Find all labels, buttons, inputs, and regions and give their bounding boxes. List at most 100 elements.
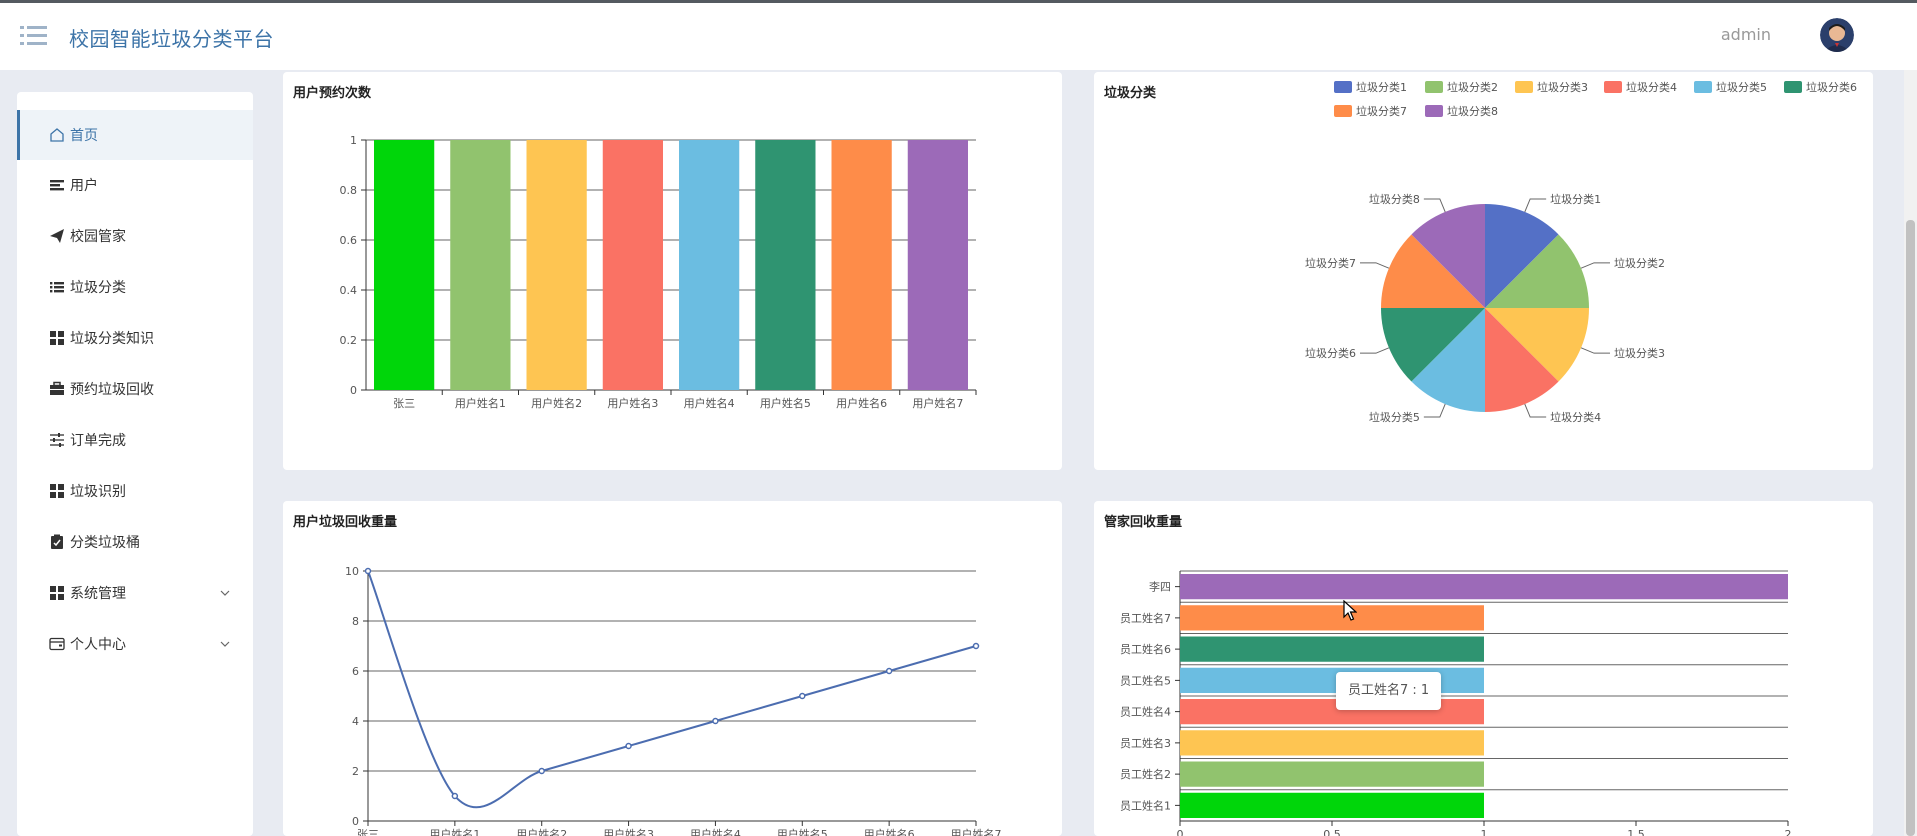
sidebar-item-label: 预约垃圾回收 [70, 382, 154, 398]
y-tick-label: 0 [350, 384, 357, 397]
x-tick-label: 用户姓名5 [777, 827, 828, 836]
sidebar-item-recycling-reservation[interactable]: 预约垃圾回收 [17, 364, 253, 414]
x-tick-label: 用户姓名3 [607, 396, 658, 410]
send-icon [50, 229, 64, 243]
pie-label-line [1423, 198, 1446, 213]
pie-label-line [1423, 403, 1446, 418]
legend-label: 垃圾分类2 [1447, 80, 1498, 94]
chart-title: 管家回收重量 [1104, 515, 1183, 530]
y-tick-label: 4 [352, 715, 359, 728]
sidebar-item-system-management[interactable]: 系统管理 [17, 568, 253, 618]
sidebar-item-label: 系统管理 [70, 586, 126, 602]
sidebar-item-campus-butler[interactable]: 校园管家 [17, 211, 253, 261]
y-tick-label: 员工姓名7 [1120, 611, 1171, 625]
x-tick-label: 1 [1481, 828, 1488, 836]
user-weight-line-chart: 0 2 4 6 8 10 张三 用户姓名1 用户姓名2 用户姓名3 用户姓名4 用户姓名5 用户姓名6 用… [345, 565, 1002, 836]
y-tick-label: 员工姓名1 [1120, 798, 1171, 812]
y-tick-label: 员工姓名2 [1120, 767, 1171, 781]
pie-label-line [1359, 262, 1390, 269]
x-tick-label: 用户姓名7 [951, 827, 1002, 836]
pie-label: 垃圾分类3 [1614, 346, 1665, 360]
menu-toggle-icon[interactable] [20, 24, 48, 48]
sidebar-item-garbage-knowledge[interactable]: 垃圾分类知识 [17, 313, 253, 363]
chart-title: 用户垃圾回收重量 [293, 515, 398, 530]
reservations-bar-chart: 0 0.2 0.4 0.6 0.8 1 张三 用户姓名1 用户姓名2 用户姓名3 用户姓名4 用户姓名… [340, 134, 977, 410]
bar [755, 140, 816, 390]
data-point [451, 792, 459, 800]
x-tick-label: 张三 [393, 397, 415, 410]
y-tick-label: 0.8 [340, 184, 358, 197]
sidebar-item-garbage-recognition[interactable]: 垃圾识别 [17, 466, 253, 516]
chart-tooltip: 员工姓名7 : 1 [1336, 672, 1442, 710]
sidebar-item-home[interactable]: 首页 [17, 110, 253, 160]
legend-swatch [1515, 81, 1533, 93]
legend-swatch [1425, 81, 1443, 93]
scrollbar-thumb[interactable] [1906, 220, 1915, 836]
sidebar-item-sorting-bins[interactable]: 分类垃圾桶 [17, 517, 253, 567]
pie-label-line [1524, 403, 1547, 418]
bar [602, 140, 663, 390]
data-point [712, 717, 719, 725]
bar [831, 140, 892, 390]
pie-slice [1485, 308, 1559, 412]
pie-label-line [1524, 198, 1547, 213]
sidebar-item-personal-center[interactable]: 个人中心 [17, 619, 253, 669]
x-tick-label: 用户姓名2 [516, 827, 567, 836]
home-icon [50, 128, 64, 142]
pie-label: 垃圾分类5 [1369, 410, 1420, 424]
chart-title: 垃圾分类 [1104, 86, 1157, 101]
data-point [538, 767, 545, 775]
username[interactable]: admin [1720, 25, 1771, 44]
y-tick-label: 6 [352, 665, 359, 678]
avatar[interactable] [1820, 18, 1854, 52]
sidebar-item-label: 垃圾识别 [70, 484, 126, 500]
sidebar-item-users[interactable]: 用户 [17, 160, 253, 210]
legend-swatch [1604, 81, 1622, 93]
sidebar: 首页 用户 校园管家 垃圾分类 垃圾分类知识 预约垃圾回收 订单完成 垃圾识别 … [17, 92, 253, 836]
sidebar-item-label: 垃圾分类 [70, 280, 126, 296]
pie-label: 垃圾分类4 [1550, 410, 1601, 424]
pie-label: 垃圾分类7 [1305, 256, 1356, 270]
bar [1180, 636, 1484, 662]
sidebar-item-label: 订单完成 [70, 433, 126, 449]
legend-swatch [1425, 105, 1443, 117]
legend-label: 垃圾分类5 [1716, 80, 1767, 94]
card-user-recycle-weight: 用户垃圾回收重量 0 2 4 6 8 10 张三 用户姓名1 用户姓名2 用户姓名3 用户姓名4 用户… [283, 501, 1062, 836]
x-tick-label: 2 [1785, 828, 1792, 836]
data-point [972, 642, 980, 650]
bar [374, 140, 435, 390]
pie-label-line [1359, 347, 1390, 354]
bar [1180, 605, 1484, 631]
window-top-border [0, 0, 1917, 3]
sidebar-item-garbage-category[interactable]: 垃圾分类 [17, 262, 253, 312]
legend-swatch [1334, 81, 1352, 93]
y-tick-label: 员工姓名6 [1120, 642, 1171, 656]
pie-label: 垃圾分类8 [1369, 192, 1420, 206]
legend-label: 垃圾分类3 [1537, 80, 1588, 94]
card-garbage-categories: 垃圾分类 垃圾分类1 垃圾分类2 垃圾分类3 垃圾分类4 垃圾分类5 垃圾分类6 垃圾分类7… [1094, 72, 1873, 470]
bar [907, 140, 968, 390]
legend-swatch [1334, 105, 1352, 117]
x-tick-label: 1.5 [1627, 828, 1645, 836]
wallet-icon [49, 637, 65, 651]
card-user-reservations: 用户预约次数 0 0.2 0.4 0.6 0.8 1 张三 用户姓名1 用户姓名2 用户姓名3 用户… [283, 72, 1062, 470]
pie-label: 垃圾分类1 [1550, 192, 1601, 206]
pie-slice [1485, 308, 1589, 382]
bar [526, 140, 587, 390]
pie-label-line [1580, 347, 1611, 354]
chevron-down-icon [220, 590, 230, 596]
data-point [799, 692, 806, 700]
grid-icon [50, 331, 64, 345]
categories-pie-chart: 垃圾分类1 垃圾分类2 垃圾分类3 垃圾分类4 垃圾分类5 垃圾分类6 垃圾分类7 垃圾分类8… [1305, 80, 1857, 424]
y-tick-label: 8 [352, 615, 359, 628]
x-tick-label: 0 [1177, 828, 1184, 836]
top-header: 校园智能垃圾分类平台 admin [0, 3, 1917, 70]
legend-label: 垃圾分类4 [1626, 80, 1677, 94]
app-title: 校园智能垃圾分类平台 [69, 27, 274, 51]
y-tick-label: 李四 [1149, 580, 1171, 594]
x-tick-label: 用户姓名1 [429, 827, 480, 836]
data-point [364, 567, 372, 575]
pie-label-line [1580, 262, 1611, 269]
sidebar-item-order-complete[interactable]: 订单完成 [17, 415, 253, 465]
bar [1180, 792, 1484, 818]
